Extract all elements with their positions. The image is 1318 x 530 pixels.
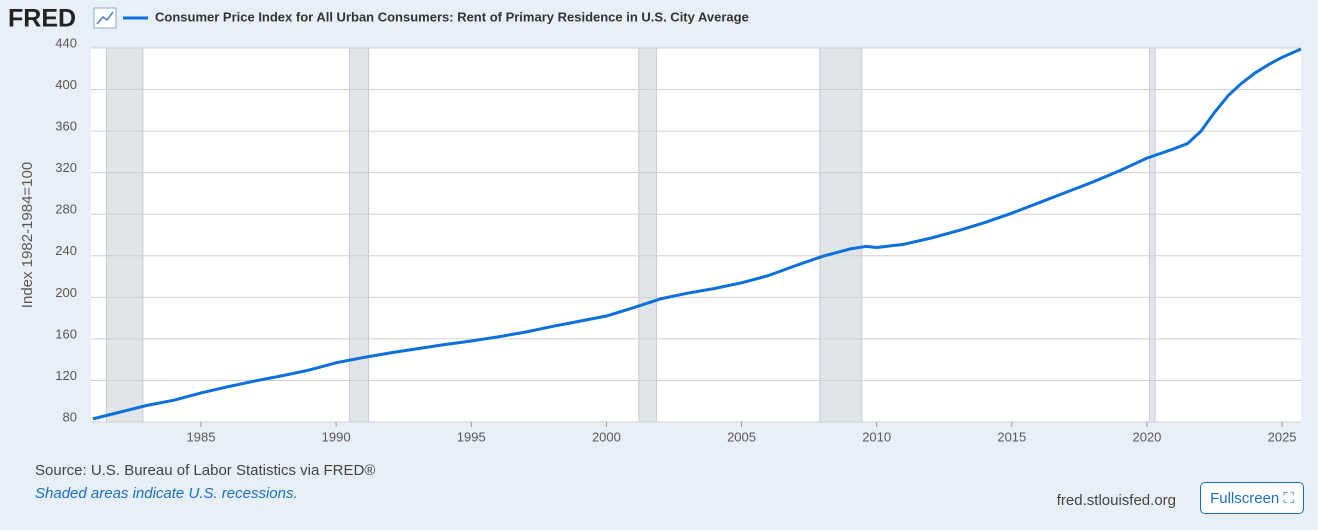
y-tick-label: 200 <box>55 285 77 300</box>
x-tick-label: 1995 <box>457 429 486 444</box>
x-tick-label: 2025 <box>1268 429 1297 444</box>
recession-band <box>349 47 370 423</box>
x-tick-label: 1985 <box>187 429 216 444</box>
y-tick-label: 400 <box>55 77 77 92</box>
y-tick-label: 440 <box>55 35 77 50</box>
site-link: fred.stlouisfed.org <box>1057 492 1176 509</box>
source: Source: U.S. Bureau of Labor Statistics … <box>35 462 375 479</box>
x-tick-label: 2015 <box>997 429 1026 444</box>
y-tick-label: 320 <box>55 160 77 175</box>
y-tick-label: 160 <box>55 326 77 341</box>
fullscreen-label: Fullscreen <box>1210 489 1280 507</box>
y-tick-label: 120 <box>55 368 77 383</box>
y-tick-label: 280 <box>55 202 77 217</box>
x-tick-label: 1990 <box>322 429 351 444</box>
recession-band <box>638 47 657 423</box>
logo-icon <box>93 7 117 29</box>
recession-band <box>819 47 863 423</box>
y-tick-label: 360 <box>55 119 77 134</box>
fullscreen-button[interactable]: Fullscreen ⛶ <box>1200 482 1304 514</box>
note: Shaded areas indicate U.S. recessions. <box>35 485 298 502</box>
x-tick-label: 2010 <box>862 429 891 444</box>
y-axis-label: Index 1982-1984=100 <box>19 162 36 308</box>
x-tick-label: 2005 <box>727 429 756 444</box>
series-line <box>92 47 1302 421</box>
recession-band <box>105 47 144 423</box>
x-tick-label: 2000 <box>592 429 621 444</box>
legend-label: Consumer Price Index for All Urban Consu… <box>155 9 749 24</box>
y-tick-label: 240 <box>55 243 77 258</box>
y-tick-label: 80 <box>63 409 77 424</box>
x-tick-label: 2020 <box>1132 429 1161 444</box>
plot-area <box>91 48 1301 422</box>
recession-band <box>1149 47 1156 423</box>
logo: FRED <box>8 5 76 33</box>
